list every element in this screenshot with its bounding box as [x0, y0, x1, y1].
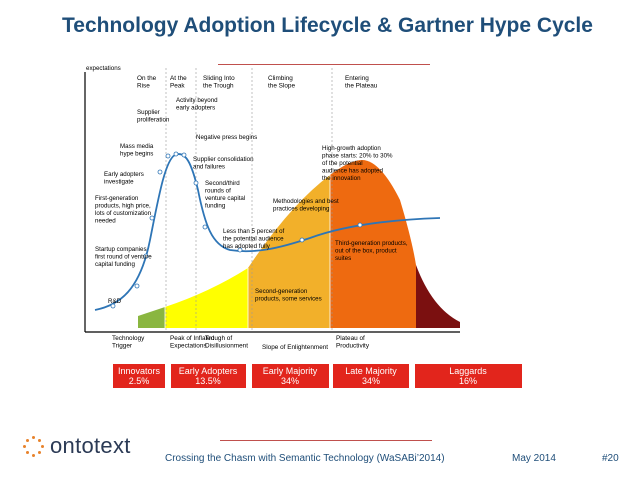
innovators-area — [138, 307, 165, 328]
bottom-phase-label: Trough of Disillusionment — [205, 335, 248, 350]
annotation: Activity beyond early adopters — [176, 97, 218, 111]
annotation: Supplier proliferation — [137, 109, 170, 123]
annotation: Methodologies and best practices developi… — [273, 198, 339, 212]
annotation: R&D — [108, 298, 122, 305]
y-axis-label: expectations — [86, 65, 121, 72]
annotation: Negative press begins — [196, 134, 257, 141]
early-majority-area — [248, 175, 330, 328]
category-name: Early Adopters — [179, 366, 238, 376]
hype-curve — [94, 153, 441, 311]
bottom-phase-label: Plateau of Productivity — [336, 335, 370, 350]
divider-line — [220, 440, 432, 441]
annotation: Supplier consolidation and failures — [193, 156, 254, 170]
category-pct: 13.5% — [195, 376, 221, 386]
divider-line — [218, 64, 430, 65]
annotation: Second/third rounds of venture capital fund… — [205, 180, 245, 209]
bottom-phase-label: Peak of Inflated Expectations — [170, 335, 215, 350]
top-phase-label: Sliding Into the Trough — [203, 75, 235, 90]
footer-date: May 2014 — [512, 453, 556, 464]
late-majority-area — [330, 160, 416, 328]
annotation: First-generation products, high price, lot… — [95, 195, 152, 224]
top-phase-label: On the Rise — [137, 75, 157, 90]
footer-text: Crossing the Chasm with Semantic Technol… — [165, 453, 445, 464]
annotation: Third-generation products, out of the box… — [335, 240, 408, 262]
laggards-area — [416, 265, 460, 328]
adopter-categories: Innovators 2.5% Early Adopters 13.5% Ear… — [113, 364, 522, 388]
category-box-early-adopters — [171, 364, 246, 388]
slide-number: #20 — [602, 453, 619, 464]
top-phase-label: Entering the Plateau — [345, 75, 378, 90]
top-phase-label: Climbing the Slope — [268, 75, 295, 90]
category-pct: 34% — [281, 376, 299, 386]
category-name: Innovators — [118, 366, 161, 376]
annotation: Second-generation products, some services — [255, 288, 322, 302]
category-name: Early Majority — [263, 366, 318, 376]
slide-title: Technology Adoption Lifecycle & Gartner … — [62, 14, 593, 37]
category-box-late-majority — [333, 364, 409, 388]
annotation: Startup companies first round of venture c… — [95, 246, 152, 268]
category-pct: 16% — [459, 376, 477, 386]
annotation: Early adopters investigate — [104, 171, 144, 185]
category-box-innovators — [113, 364, 165, 388]
bottom-phase-label: Technology Trigger — [112, 335, 145, 350]
category-name: Late Majority — [345, 366, 397, 376]
logo-dots-icon — [22, 434, 46, 458]
annotation: Mass media hype begins — [120, 143, 154, 157]
early-adopters-area — [165, 268, 248, 328]
annotation: High-growth adoption phase starts: 20% to… — [322, 145, 393, 182]
top-phase-label: At the Peak — [170, 75, 187, 90]
category-box-laggards — [415, 364, 522, 388]
category-name: Laggards — [449, 366, 487, 376]
bottom-phase-label: Slope of Enlightenment — [262, 344, 328, 351]
annotation: Less than 5 percent of the potential audi… — [223, 228, 285, 250]
logo-text: ontotext — [50, 433, 131, 458]
category-box-early-majority — [252, 364, 329, 388]
category-pct: 34% — [362, 376, 380, 386]
category-pct: 2.5% — [129, 376, 150, 386]
ontotext-logo: ontotext — [22, 433, 131, 458]
